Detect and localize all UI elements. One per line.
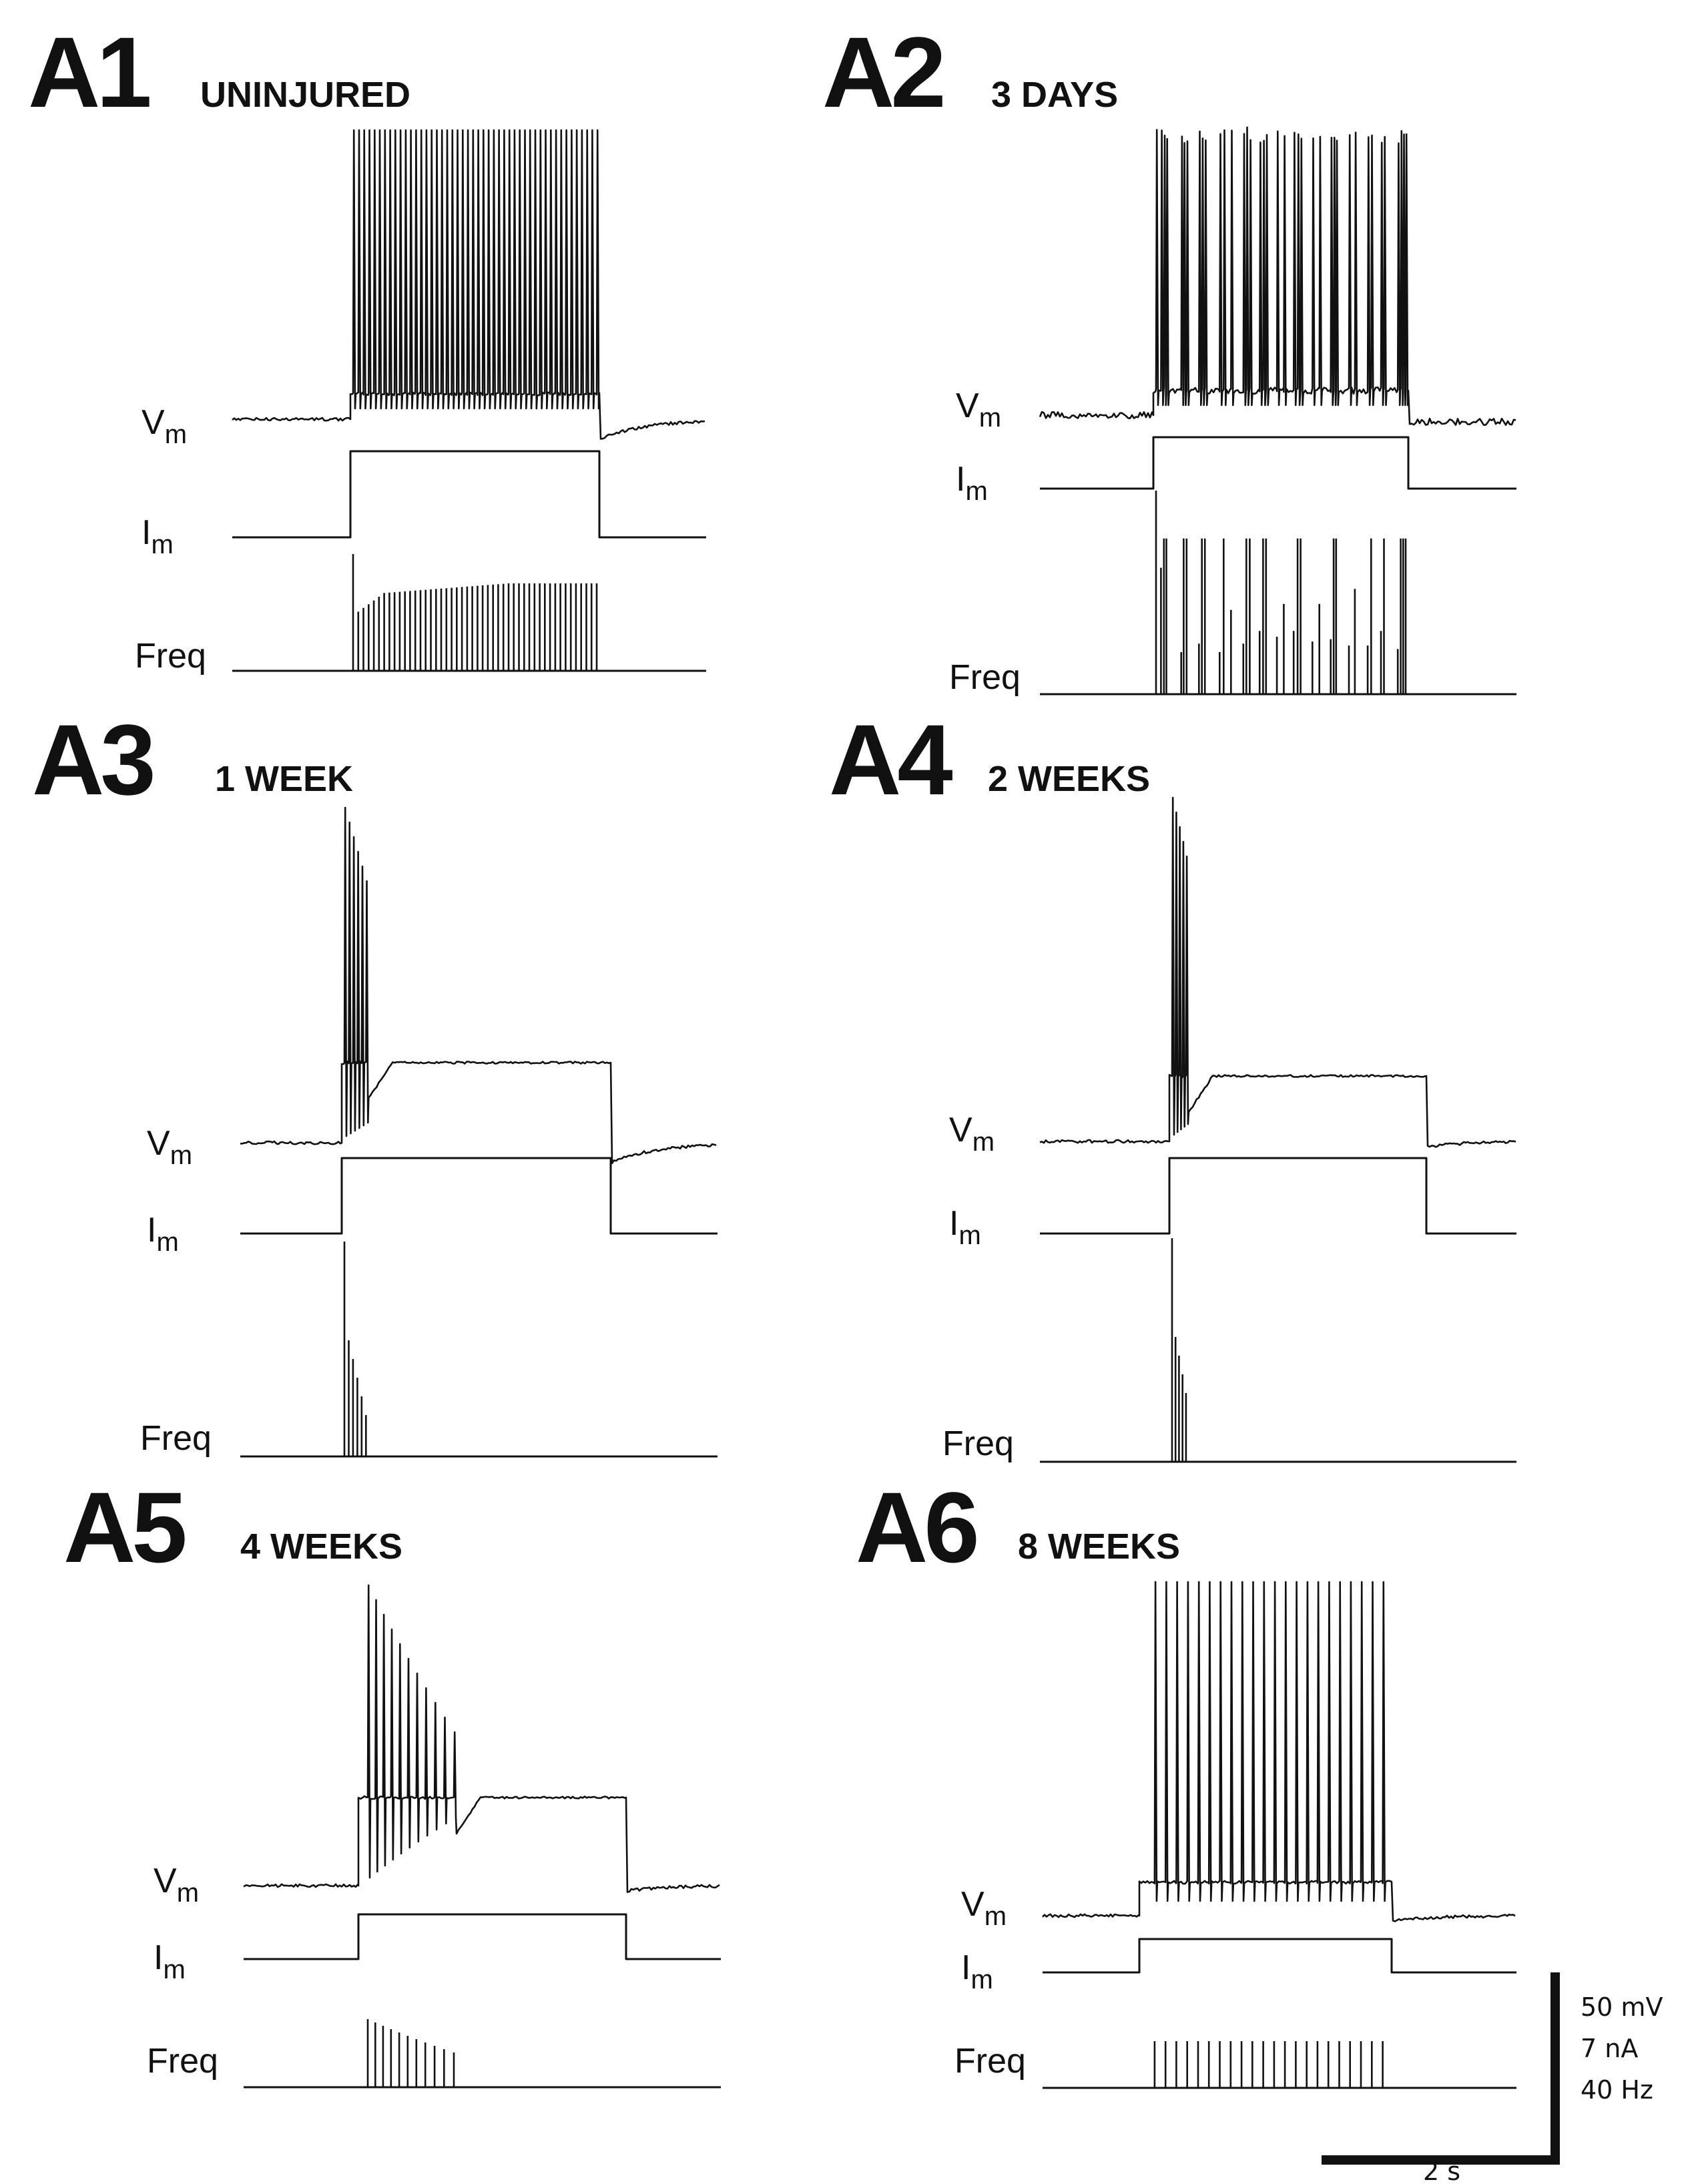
im-label-subscript: m <box>156 1227 178 1257</box>
panel-title: 4 WEEKS <box>240 1527 402 1567</box>
vm-label: Vm <box>147 1124 192 1170</box>
im-label-subscript: m <box>965 477 987 506</box>
panel-id: A2 <box>822 16 942 128</box>
im-trace <box>1040 1157 1516 1235</box>
im-label: Im <box>142 513 174 559</box>
im-label: Im <box>154 1938 186 1984</box>
vm-trace <box>1042 1581 1516 1922</box>
panel-id: A1 <box>28 16 150 128</box>
vm-trace <box>1039 126 1516 426</box>
panel-title: 2 WEEKS <box>988 759 1150 799</box>
vm-label-subscript: m <box>177 1878 199 1908</box>
vm-label-subscript: m <box>972 1127 995 1157</box>
panel-title: 1 WEEK <box>215 759 353 799</box>
vm-trace <box>232 129 705 440</box>
panel-a5: A5 4 WEEKS Vm Im Freq <box>63 1471 721 2089</box>
vm-label: Vm <box>949 1111 995 1157</box>
vm-label-subscript: m <box>165 420 187 449</box>
im-label: Im <box>949 1204 981 1250</box>
vm-label: Vm <box>961 1885 1007 1931</box>
freq-label: Freq <box>949 658 1021 697</box>
im-trace <box>1040 436 1516 490</box>
vm-label-subscript: m <box>170 1141 192 1170</box>
scale-label-hz: 40 Hz <box>1581 2075 1653 2105</box>
freq-label: Freq <box>140 1419 212 1458</box>
vm-label: Vm <box>142 403 187 449</box>
panel-title: 3 DAYS <box>991 75 1118 115</box>
vm-label-subscript: m <box>984 1902 1007 1931</box>
im-trace <box>240 1157 718 1235</box>
panel-a4: A4 2 WEEKS Vm Im Freq <box>829 704 1516 1463</box>
scale-label-time: 2 s <box>1423 2157 1460 2184</box>
im-trace <box>244 1913 721 1960</box>
vm-label: Vm <box>956 386 1001 433</box>
scale-label-mv: 50 mV <box>1581 1992 1663 2022</box>
im-label-subscript: m <box>163 1955 185 1984</box>
im-label-subscript: m <box>958 1221 980 1250</box>
im-label-subscript: m <box>970 1965 993 1994</box>
panel-title: UNINJURED <box>200 75 410 115</box>
im-trace <box>1043 1938 1516 1974</box>
panels-group: A1 UNINJURED Vm Im Freq A2 3 DAYS Vm Im Freq A3 1 W… <box>28 16 1516 2089</box>
scale-bar: 50 mV 7 nA 40 Hz 2 s <box>1322 1972 1663 2184</box>
im-label: Im <box>961 1948 993 1994</box>
im-label-subscript: m <box>151 530 173 559</box>
freq-label: Freq <box>135 637 206 675</box>
vm-trace <box>1039 796 1516 1148</box>
panel-a2: A2 3 DAYS Vm Im Freq <box>822 16 1516 697</box>
freq-label: Freq <box>942 1424 1014 1463</box>
vm-trace <box>243 1584 720 1893</box>
vm-label-subscript: m <box>979 403 1001 433</box>
freq-label: Freq <box>147 2042 218 2081</box>
panel-id: A6 <box>856 1471 976 1583</box>
freq-label: Freq <box>954 2042 1026 2081</box>
im-label: Im <box>956 460 988 506</box>
panel-id: A3 <box>32 704 152 816</box>
im-trace <box>232 450 706 539</box>
panel-a3: A3 1 WEEK Vm Im Freq <box>32 704 718 1458</box>
panel-id: A4 <box>829 704 952 816</box>
vm-trace <box>240 806 717 1165</box>
panel-title: 8 WEEKS <box>1018 1527 1180 1567</box>
im-label: Im <box>147 1211 179 1257</box>
scale-label-na: 7 nA <box>1581 2034 1638 2063</box>
vm-label: Vm <box>154 1862 199 1908</box>
panel-a6: A6 8 WEEKS Vm Im Freq <box>856 1471 1516 2089</box>
panel-a1: A1 UNINJURED Vm Im Freq <box>28 16 706 675</box>
panel-id: A5 <box>63 1471 185 1583</box>
